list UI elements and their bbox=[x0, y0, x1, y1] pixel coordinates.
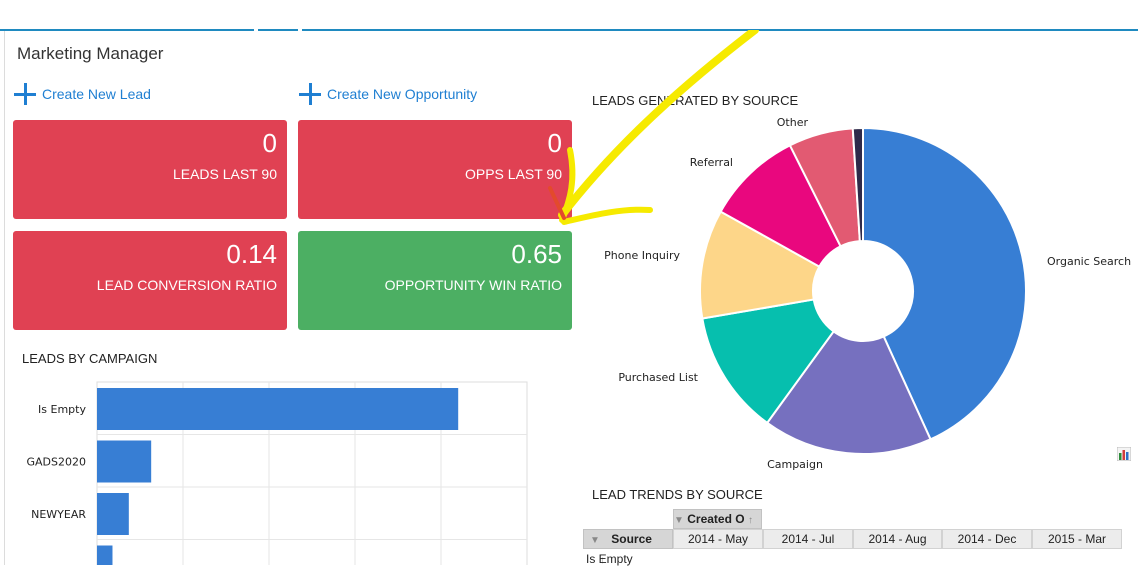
create-new-opportunity-button[interactable]: Create New Opportunity bbox=[299, 83, 477, 105]
tile-caption: LEAD CONVERSION RATIO bbox=[96, 277, 277, 293]
source-header[interactable]: ▼ Source ↑ bbox=[583, 529, 673, 566]
tile-opportunity-win-ratio[interactable]: 0.65 OPPORTUNITY WIN RATIO bbox=[298, 231, 572, 330]
tile-leads-last-90[interactable]: 0 LEADS LAST 90 bbox=[13, 120, 287, 219]
slice-label: Purchased List bbox=[618, 371, 698, 384]
lead-trends-heading: LEAD TRENDS BY SOURCE bbox=[592, 487, 763, 502]
category-label: GADS2020 bbox=[27, 456, 87, 469]
slice-label: Referral bbox=[690, 156, 733, 169]
tile-value: 0 bbox=[547, 128, 562, 158]
tile-caption: OPPORTUNITY WIN RATIO bbox=[384, 277, 562, 293]
bar[interactable] bbox=[97, 440, 152, 483]
slice-label: Campaign bbox=[767, 458, 823, 470]
source-label: Source bbox=[611, 532, 652, 546]
bar[interactable] bbox=[97, 493, 129, 535]
bar[interactable] bbox=[97, 388, 459, 430]
sort-icon[interactable]: ↑ bbox=[600, 555, 605, 566]
create-new-lead-label: Create New Lead bbox=[42, 86, 151, 102]
tile-opps-last-90[interactable]: 0 OPPS LAST 90 bbox=[298, 120, 572, 219]
left-border bbox=[4, 31, 5, 565]
leads-by-source-chart[interactable]: Organic Search Campaign Purchased List Phon… bbox=[580, 110, 1138, 470]
page-title: Marketing Manager bbox=[17, 44, 164, 63]
slice-label: Organic Search bbox=[1047, 255, 1131, 268]
top-border bbox=[0, 29, 1138, 31]
column-header[interactable]: 2014 - Aug bbox=[853, 529, 942, 549]
column-header[interactable]: 2014 - May bbox=[673, 529, 763, 549]
top-border-gap bbox=[298, 29, 302, 31]
column-header[interactable]: 2015 - Mar bbox=[1032, 529, 1122, 549]
leads-by-source-heading: LEADS GENERATED BY SOURCE bbox=[592, 93, 799, 108]
slice-label: Phone Inquiry bbox=[604, 249, 680, 262]
pie-slice[interactable] bbox=[765, 330, 932, 455]
create-new-lead-button[interactable]: Create New Lead bbox=[14, 83, 151, 105]
created-on-label: Created O bbox=[687, 512, 745, 526]
plus-icon bbox=[14, 83, 36, 105]
category-label: NEWYEAR bbox=[31, 508, 86, 521]
pie-slice[interactable] bbox=[701, 298, 836, 425]
pie-slice[interactable] bbox=[851, 126, 864, 243]
pie-slice[interactable] bbox=[862, 126, 1027, 441]
table-row-label: Is Empty bbox=[586, 552, 633, 566]
create-new-opportunity-label: Create New Opportunity bbox=[327, 86, 478, 102]
chart-icon[interactable] bbox=[1117, 447, 1131, 461]
tile-value: 0.14 bbox=[226, 239, 277, 269]
tile-value: 0.65 bbox=[511, 239, 562, 269]
top-border-gap bbox=[254, 29, 258, 31]
tile-caption: LEADS LAST 90 bbox=[172, 166, 277, 182]
sort-icon[interactable]: ↑ bbox=[747, 515, 753, 526]
column-header[interactable]: 2014 - Jul bbox=[763, 529, 853, 549]
column-header[interactable]: 2014 - Dec bbox=[942, 529, 1032, 549]
slice-label: Other bbox=[777, 116, 809, 129]
leads-by-campaign-chart[interactable]: Is Empty GADS2020 NEWYEAR bbox=[0, 376, 540, 565]
tile-value: 0 bbox=[262, 128, 277, 158]
category-label: Is Empty bbox=[38, 403, 86, 416]
tile-caption: OPPS LAST 90 bbox=[464, 166, 562, 182]
plus-icon bbox=[299, 83, 321, 105]
filter-icon[interactable]: ▼ bbox=[590, 535, 600, 546]
leads-by-campaign-heading: LEADS BY CAMPAIGN bbox=[22, 351, 158, 366]
tile-lead-conversion-ratio[interactable]: 0.14 LEAD CONVERSION RATIO bbox=[13, 231, 287, 330]
filter-icon[interactable]: ▼ bbox=[674, 515, 684, 526]
created-on-header[interactable]: ▼ Created O ↑ bbox=[673, 509, 762, 529]
bar[interactable] bbox=[97, 545, 113, 566]
